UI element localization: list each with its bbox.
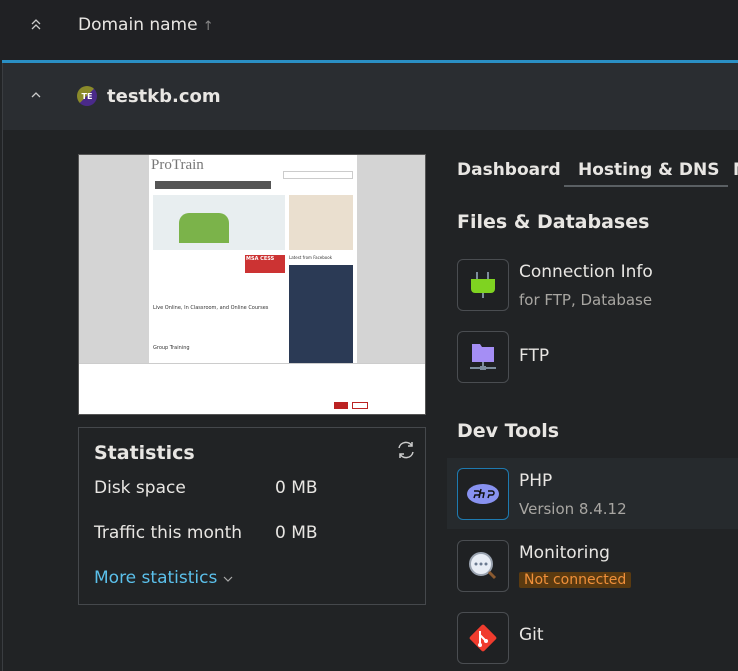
collapse-all-icon[interactable] (29, 17, 43, 31)
domain-avatar: TE (77, 86, 97, 106)
php-tile[interactable] (457, 468, 509, 520)
monitoring-tile[interactable] (457, 540, 509, 592)
tab-dashboard[interactable]: Dashboard (457, 160, 561, 180)
ftp-folder-icon (470, 344, 496, 370)
connection-info-tile[interactable] (457, 259, 509, 311)
table-header (0, 0, 738, 60)
traffic-label: Traffic this month (94, 523, 243, 543)
refresh-icon[interactable] (395, 439, 417, 461)
php-version: Version 8.4.12 (519, 500, 627, 518)
statistics-title: Statistics (94, 442, 195, 464)
more-statistics-link[interactable]: More statistics (94, 568, 233, 588)
selected-row-indicator (2, 60, 738, 63)
not-connected-badge: Not connected (519, 572, 632, 588)
plug-icon (471, 272, 495, 298)
website-preview[interactable]: ProTrain MSA CESS Latest from Facebook L… (78, 154, 426, 415)
git-icon (469, 624, 497, 652)
preview-cookie-banner (79, 363, 425, 414)
disk-space-label: Disk space (94, 478, 186, 498)
domain-name[interactable]: testkb.com (107, 86, 221, 107)
disk-space-value: 0 MB (275, 478, 318, 498)
tab-hosting-dns[interactable]: Hosting & DNS (564, 160, 728, 187)
connection-info-title[interactable]: Connection Info (519, 262, 653, 282)
git-tile[interactable] (457, 612, 509, 664)
preview-sidebar-title: Latest from Facebook (289, 255, 333, 260)
sort-domain-name[interactable]: Domain name ↑ (78, 15, 214, 35)
preview-logo: ProTrain (151, 157, 204, 173)
sort-asc-icon: ↑ (202, 19, 214, 34)
more-statistics-label: More statistics (94, 568, 218, 588)
collapse-row-icon[interactable] (30, 90, 42, 100)
preview-badge: MSA CESS (245, 255, 285, 273)
preview-heading: Live Online, In Classroom, and Online Co… (153, 305, 269, 311)
monitoring-title[interactable]: Monitoring (519, 543, 610, 563)
ftp-title[interactable]: FTP (519, 346, 550, 366)
php-title[interactable]: PHP (519, 471, 553, 491)
domain-row[interactable] (2, 63, 738, 130)
statistics-card: Statistics Disk space 0 MB Traffic this … (78, 427, 426, 605)
preview-subheading: Group Training (153, 345, 190, 351)
ftp-tile[interactable] (457, 331, 509, 383)
chevron-down-icon (223, 576, 233, 582)
tab-more[interactable]: M (733, 160, 738, 180)
php-icon (467, 484, 499, 504)
connection-info-subtitle: for FTP, Database (519, 291, 653, 309)
monitoring-icon (469, 552, 497, 580)
git-title[interactable]: Git (519, 625, 544, 645)
section-title-files: Files & Databases (457, 211, 650, 233)
section-title-dev-tools: Dev Tools (457, 420, 560, 442)
traffic-value: 0 MB (275, 523, 318, 543)
column-label: Domain name (78, 15, 198, 35)
tab-label: Hosting & DNS (578, 160, 720, 180)
